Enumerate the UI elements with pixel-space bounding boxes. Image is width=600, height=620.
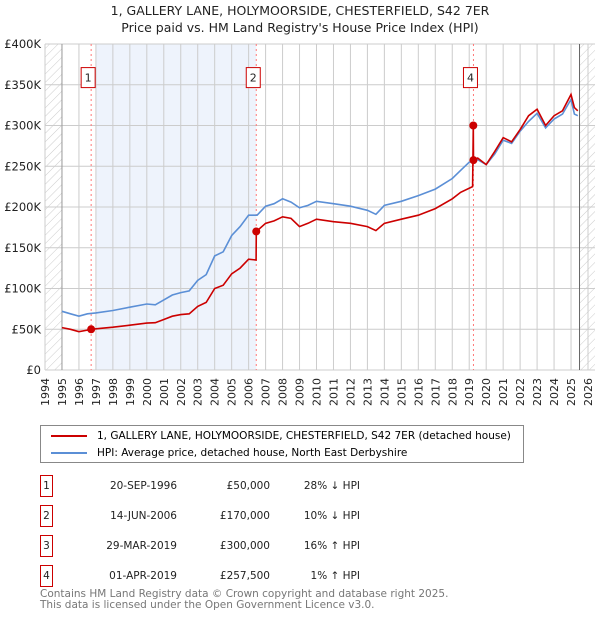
x-tick-label: 1994 [39,378,52,406]
legend: 1, GALLERY LANE, HOLYMOORSIDE, CHESTERFI… [40,425,524,463]
sale-hpi-diff: 10% ↓ HPI [303,510,360,522]
x-tick-label: 2003 [192,378,205,406]
x-tick-label: 2000 [141,378,154,406]
x-tick-label: 2022 [514,378,527,406]
y-tick-label: £300K [4,119,41,133]
sale-date: 14-JUN-2006 [110,510,177,522]
x-tick-label: 1996 [73,378,86,406]
legend-item-property: 1, GALLERY LANE, HOLYMOORSIDE, CHESTERFI… [51,428,511,444]
y-tick-label: £0 [26,363,41,377]
legend-label: HPI: Average price, detached house, Nort… [97,447,408,459]
x-tick-label: 2014 [378,378,391,406]
sale-hpi-diff: 16% ↑ HPI [303,540,360,552]
annotation-label: 4 [467,72,474,85]
x-tick-label: 1995 [56,378,69,406]
y-tick-label: £250K [4,159,41,173]
x-tick-label: 2015 [395,378,408,406]
y-tick-label: £400K [4,37,41,51]
x-tick-label: 2025 [565,378,578,406]
annotation-label: 2 [250,72,257,85]
footer-line: Contains HM Land Registry data © Crown c… [40,588,449,600]
sale-point [469,156,478,165]
sale-number-badge: 3 [40,535,53,557]
x-tick-label: 2026 [582,378,595,406]
x-tick-label: 2005 [226,378,239,406]
sale-price: £50,000 [226,480,270,492]
x-tick-label: 2023 [531,378,544,406]
sale-point [469,121,478,130]
x-tick-label: 2009 [294,378,307,406]
sale-date: 29-MAR-2019 [106,540,177,552]
x-tick-label: 2016 [412,378,425,406]
x-tick-label: 2019 [463,378,476,406]
x-tick-label: 2020 [480,378,493,406]
x-tick-label: 2006 [243,378,256,406]
sale-hpi-diff: 1% ↑ HPI [310,570,360,582]
property-price-line [61,92,579,333]
x-tick-label: 2018 [446,378,459,406]
sale-point [87,325,96,334]
x-tick-label: 2008 [277,378,290,406]
sale-number-badge: 2 [40,505,53,527]
sale-price: £257,500 [219,570,270,582]
x-tick-label: 2024 [548,378,561,406]
x-tick-label: 2007 [260,378,273,406]
x-tick-label: 2002 [175,378,188,406]
y-tick-label: £200K [4,200,41,214]
x-tick-label: 2021 [497,378,510,406]
x-tick-label: 1999 [124,378,137,406]
x-tick-label: 2011 [327,378,340,406]
annotation-box [462,67,478,89]
legend-swatch-blue [51,452,87,454]
footer-line: This data is licensed under the Open Gov… [40,599,375,611]
sale-price: £300,000 [219,540,270,552]
annotation-label: 1 [85,72,92,85]
x-tick-label: 2010 [311,378,324,406]
footer: Contains HM Land Registry data © Crown c… [40,589,448,611]
x-tick-label: 2001 [158,378,171,406]
y-tick-label: £150K [4,241,41,255]
hpi-line [61,97,579,318]
x-tick-label: 2013 [361,378,374,406]
x-tick-label: 1997 [90,378,103,406]
plot-area: 1 2 4 1994 1995 1996 1997 1998 1999 2000 2001 2002 2… [4,37,595,406]
sale-hpi-diff: 28% ↓ HPI [303,480,360,492]
legend-item-hpi: HPI: Average price, detached house, Nort… [51,445,407,461]
x-tick-label: 2012 [344,378,357,406]
y-tick-label: £100K [4,282,41,296]
annotation-box [80,67,96,89]
x-tick-label: 2017 [429,378,442,406]
legend-swatch-red [51,435,87,437]
annotation-box [245,67,261,89]
sale-number-badge: 4 [40,565,53,587]
sale-number-badge: 1 [40,475,53,497]
y-tick-label: £350K [4,78,41,92]
sale-point [252,227,261,236]
x-tick-label: 1998 [107,378,120,406]
y-tick-label: £50K [12,322,42,336]
sale-date: 01-APR-2019 [109,570,177,582]
x-tick-label: 2004 [209,378,222,406]
legend-label: 1, GALLERY LANE, HOLYMOORSIDE, CHESTERFI… [97,430,511,442]
sale-date: 20-SEP-1996 [109,480,177,492]
sale-price: £170,000 [219,510,270,522]
chart-title: 1, GALLERY LANE, HOLYMOORSIDE, CHESTERFI… [110,3,490,18]
chart-subtitle: Price paid vs. HM Land Registry's House … [121,20,479,35]
